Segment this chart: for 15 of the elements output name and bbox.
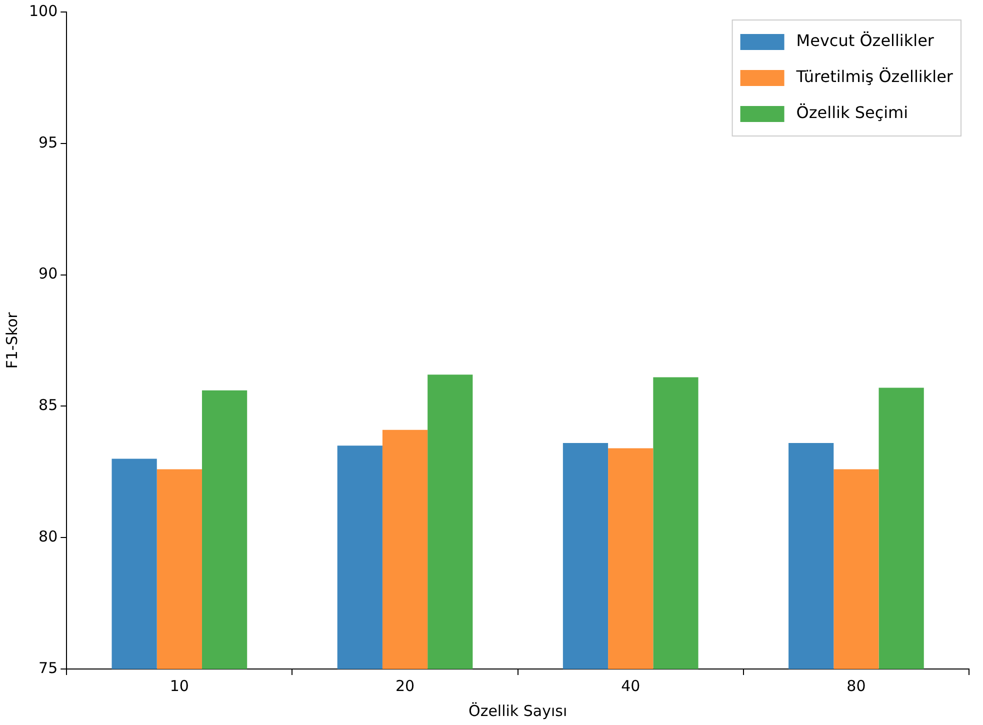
y-tick-label: 80 — [38, 527, 58, 546]
y-tick-label: 90 — [38, 264, 58, 283]
y-tick-label: 100 — [28, 2, 58, 20]
x-axis-title: Özellik Sayısı — [468, 702, 568, 720]
y-tick-label: 85 — [38, 396, 58, 414]
legend-label: Mevcut Özellikler — [796, 31, 934, 50]
x-tick-label: 10 — [170, 676, 189, 695]
x-tick-label: 40 — [621, 676, 640, 695]
y-tick-label: 75 — [38, 658, 58, 677]
y-axis-title: F1-Skor — [2, 311, 21, 369]
y-tick-label: 95 — [38, 133, 58, 152]
legend-label: Türetilmiş Özellikler — [795, 67, 954, 86]
x-tick-label: 20 — [395, 676, 415, 695]
x-tick-label: 80 — [846, 676, 866, 695]
legend-label: Özellik Seçimi — [796, 103, 908, 122]
